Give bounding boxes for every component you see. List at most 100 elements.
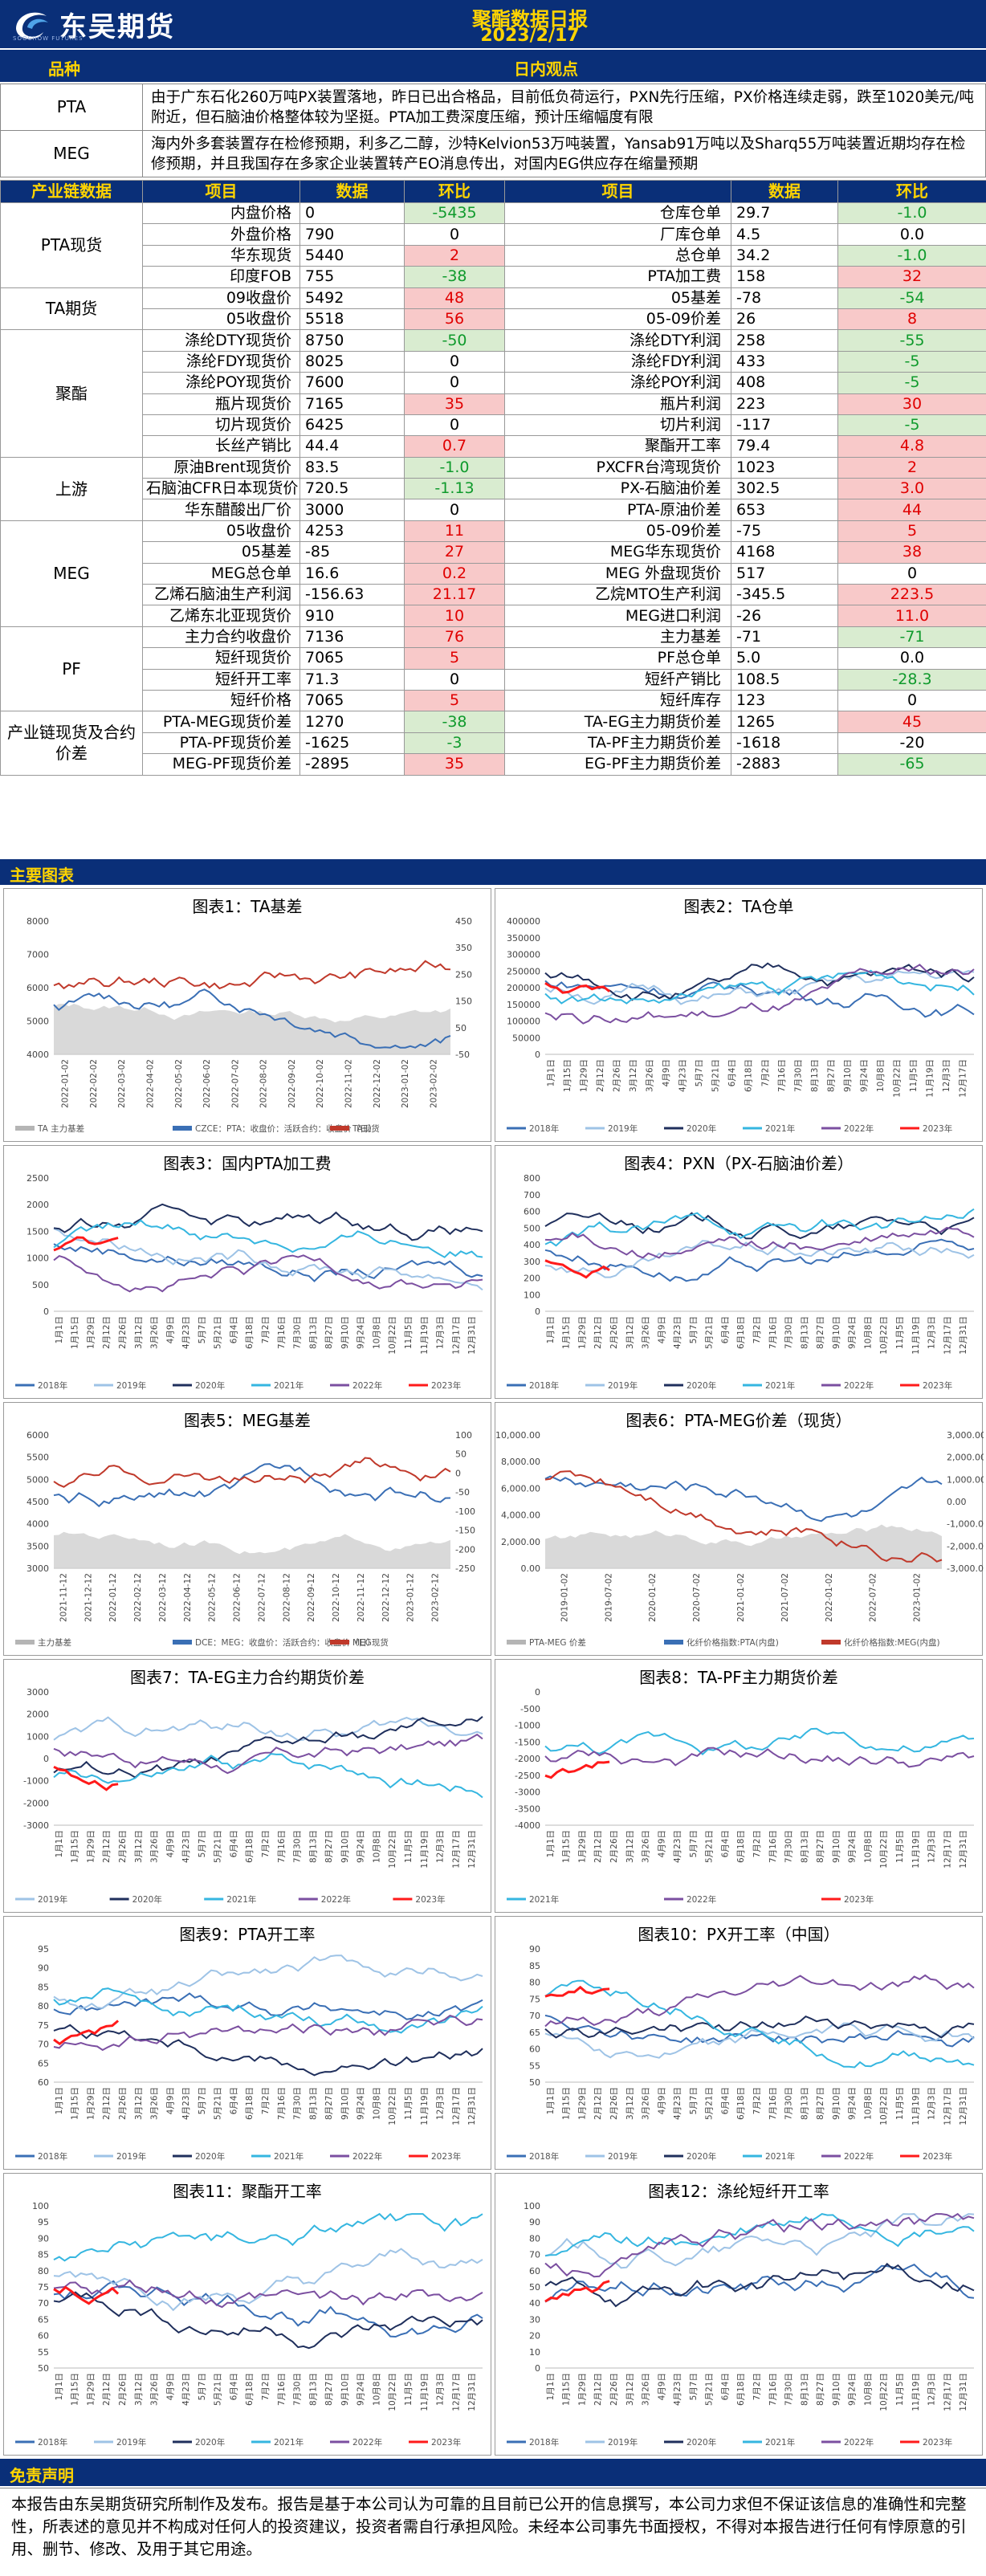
x-tick-label: 2月26日: [609, 1316, 619, 1349]
y-tick-label: 1500: [26, 1226, 49, 1237]
industry-data-table: 产业链数据 项目 数据 环比 项目 数据 环比 PTA现货 内盘价格 0 -5435 仓库仓单 29.7…: [0, 180, 986, 776]
item-change: 2: [837, 456, 986, 479]
item-name: 05收盘价: [142, 520, 300, 543]
legend-label: 2019年: [608, 2437, 638, 2448]
y-tick-label: 50: [529, 2282, 540, 2293]
x-tick-label: 4月23日: [181, 1316, 191, 1349]
item-value: 6425: [299, 414, 405, 437]
y-tick-label: 65: [38, 2058, 49, 2069]
legend-label: CZCE：PTA：收盘价：活跃合约：收盘价（日）: [195, 1123, 377, 1134]
table-row: 短纤开工率 71.3 0 短纤产销比 108.5 -28.3: [1, 668, 986, 691]
x-tick-label: 9月24日: [860, 1059, 870, 1092]
x-tick-label: 4月9日: [165, 2373, 175, 2400]
item-change: -1.0: [837, 202, 986, 225]
x-tick-label: 3月12日: [625, 1830, 635, 1863]
item-change: -5435: [404, 202, 505, 225]
y-tick-label: 2500: [26, 1173, 49, 1184]
x-tick-label: 9月24日: [357, 2373, 366, 2406]
item-value: 7165: [299, 393, 405, 415]
x-tick-label: 10月22日: [388, 1316, 397, 1355]
y-tick-label: 600: [524, 1207, 540, 1217]
item-name: PF总仓单: [504, 647, 731, 670]
y-tick-label: 75: [38, 2282, 49, 2293]
legend-label: 2018年: [529, 1123, 559, 1134]
x-tick-label: 4月23日: [673, 2373, 682, 2406]
item-name: 涤纶POY利润: [504, 372, 731, 394]
item-value: 7065: [299, 647, 405, 670]
x-tick-label: 3月26日: [642, 2373, 651, 2406]
chart-svg: 10,000.00 8,000.00 6,000.00 4,000.00 2,000.0…: [495, 1430, 984, 1648]
item-change: -38: [404, 711, 505, 733]
chart-panel: 图表12：涤纶短纤开工率 100 90 80 70 60 50 40 30 20 10 0 1月1日 1月…: [495, 2173, 983, 2456]
x-tick-label: 8月27日: [816, 2373, 825, 2406]
item-change: -3: [404, 732, 505, 755]
chart-title: 图表8：TA-PF主力期货价差: [639, 1668, 838, 1687]
item-change: 48: [404, 287, 505, 309]
item-change: -50: [404, 329, 505, 352]
view-row: MEG 海内外多套装置存在检修预期，利多乙二醇，沙特Kelvion53万吨装置，…: [0, 130, 986, 177]
item-name: 乙烯东北亚现货价: [142, 605, 300, 627]
series-line: [53, 1463, 451, 1508]
x-tick-label: 2022-10-12: [332, 1573, 341, 1622]
x-tick-label: 5月7日: [689, 1830, 699, 1857]
y-tick-label: 800: [524, 1173, 540, 1184]
item-name: TA-PF主力期货价差: [504, 732, 731, 755]
x-tick-label: 5月21日: [711, 1059, 721, 1092]
item-value: 408: [731, 372, 838, 394]
x-tick-label: 4月9日: [165, 2087, 175, 2114]
x-tick-label: 10月22日: [893, 1059, 902, 1098]
y-tick-label: 80: [38, 2001, 49, 2011]
x-tick-label: 4月9日: [165, 1830, 175, 1857]
x-tick-label: 2月26日: [609, 1830, 619, 1863]
y-tick-label: 95: [38, 1944, 49, 1954]
y-tick-label: 60: [529, 2044, 540, 2055]
y-tick-label: 250000: [507, 966, 540, 976]
item-value: 5518: [299, 308, 405, 331]
series-line: [544, 964, 975, 1025]
item-value: 7136: [299, 626, 405, 649]
x-tick-label: 11月19日: [420, 2087, 430, 2126]
legend-label: 2020年: [687, 1380, 716, 1391]
y-tick-label: 400: [524, 1240, 540, 1250]
item-value: -345.5: [731, 584, 838, 606]
x-tick-label: 9月10日: [832, 2087, 841, 2120]
views-header-bar: 品种 日内观点: [0, 50, 986, 82]
series-line: [53, 1716, 483, 1779]
x-tick-label: 1月15日: [562, 1316, 572, 1349]
x-tick-label: 4月23日: [673, 2087, 682, 2120]
item-change: -28.3: [837, 668, 986, 691]
x-tick-label: 7月30日: [293, 2373, 303, 2406]
legend-label: 2019年: [116, 2151, 146, 2162]
series-line: [544, 1747, 975, 1768]
table-header-cell: 环比: [837, 180, 986, 203]
item-change: 10: [404, 605, 505, 627]
y-tick-label: 5500: [26, 1453, 49, 1463]
x-tick-label: 8月13日: [308, 2373, 318, 2406]
x-tick-label: 11月5日: [895, 1316, 905, 1349]
x-tick-label: 3月12日: [134, 2373, 144, 2406]
x-tick-label: 4月23日: [181, 2087, 191, 2120]
x-tick-label: 2022-09-12: [307, 1573, 316, 1622]
x-tick-label: 5月7日: [198, 2373, 207, 2400]
x-tick-label: 2月12日: [102, 2087, 112, 2120]
x-tick-label: 2月12日: [593, 1830, 603, 1863]
item-value: -26: [731, 605, 838, 627]
series-line: [544, 2280, 610, 2303]
series-line: [53, 1203, 483, 1241]
col-view: 日内观点: [514, 59, 578, 79]
x-tick-label: 4月23日: [678, 1059, 688, 1092]
series-line: [544, 1985, 610, 1998]
item-value: 158: [731, 266, 838, 288]
item-value: 29.7: [731, 202, 838, 225]
legend-label: 2023年: [844, 1894, 874, 1905]
legend-label: 2019年: [116, 2437, 146, 2448]
y-tick-label: 3000: [26, 1687, 49, 1698]
legend-label: 2022年: [844, 1123, 874, 1134]
x-tick-label: 10月8日: [372, 2373, 381, 2406]
y2-tick-label: 1,000.00: [947, 1474, 984, 1485]
legend-label: 2022年: [321, 1894, 351, 1905]
legend-label: 2018年: [529, 1380, 559, 1391]
y-tick-label: -1000: [515, 1721, 540, 1731]
x-tick-label: 11月19日: [911, 2087, 921, 2126]
y-tick-label: 95: [38, 2217, 49, 2228]
